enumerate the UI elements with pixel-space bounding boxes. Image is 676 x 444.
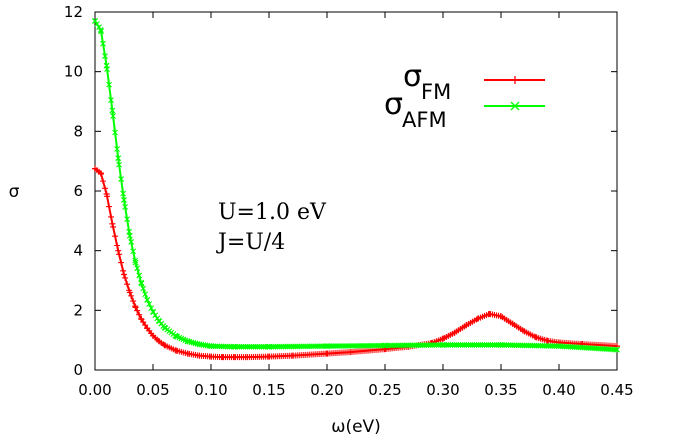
legend-fm-marker xyxy=(511,76,519,84)
series-fm xyxy=(92,165,620,361)
data-point xyxy=(132,259,139,266)
x-axis-label: ω(eV) xyxy=(331,417,381,437)
data-point xyxy=(121,271,127,278)
data-point xyxy=(115,155,122,162)
legend-afm-sub: AFM xyxy=(402,108,447,132)
series-afm xyxy=(92,18,620,353)
x-tick-label: 0.35 xyxy=(484,381,517,399)
legend-entry-fm: σ FM xyxy=(403,59,545,104)
x-tick-label: 0.45 xyxy=(600,381,633,399)
marker-texture xyxy=(92,18,620,353)
marker-texture xyxy=(92,165,620,361)
x-tick-label: 0.15 xyxy=(252,381,285,399)
annotation-u: U=1.0 eV xyxy=(218,200,327,225)
legend-afm-sigma: σ xyxy=(384,87,403,122)
data-point xyxy=(97,26,104,33)
data-point xyxy=(115,247,122,254)
series-layer xyxy=(92,18,620,361)
y-tick-label: 6 xyxy=(73,182,83,200)
data-point xyxy=(109,107,116,114)
y-axis-label: σ xyxy=(9,182,20,202)
y-tick-label: 10 xyxy=(64,63,83,81)
x-tick-label: 0.30 xyxy=(426,381,459,399)
x-axis: 0.00 0.05 0.10 0.15 0.20 0.25 0.30 0.35 0.40 0.45 xyxy=(78,12,634,399)
y-tick-label: 0 xyxy=(73,361,83,379)
legend-entry-afm: σ AFM xyxy=(384,87,545,132)
legend: σ FM σ AFM xyxy=(384,59,545,132)
y-tick-label: 2 xyxy=(73,301,83,319)
plot-frame xyxy=(94,11,618,371)
y-tick-label: 8 xyxy=(73,122,83,140)
series-line xyxy=(94,167,618,359)
x-tick-label: 0.25 xyxy=(368,381,401,399)
x-tick-label: 0.40 xyxy=(542,381,575,399)
x-tick-label: 0.05 xyxy=(136,381,169,399)
series-line xyxy=(94,20,618,351)
x-tick-label: 0.20 xyxy=(310,381,343,399)
data-point xyxy=(121,197,127,203)
y-axis: 0 2 4 6 8 10 12 xyxy=(64,3,617,379)
y-tick-label: 4 xyxy=(73,242,83,260)
data-point xyxy=(109,220,116,227)
legend-fm-sub: FM xyxy=(421,80,451,104)
y-tick-label: 12 xyxy=(64,3,83,21)
annotation-j: J=U/4 xyxy=(216,230,285,255)
legend-afm-marker xyxy=(510,101,520,111)
x-tick-label: 0.10 xyxy=(194,381,227,399)
legend-fm-sigma: σ xyxy=(403,59,422,94)
x-tick-label: 0.00 xyxy=(78,381,111,399)
